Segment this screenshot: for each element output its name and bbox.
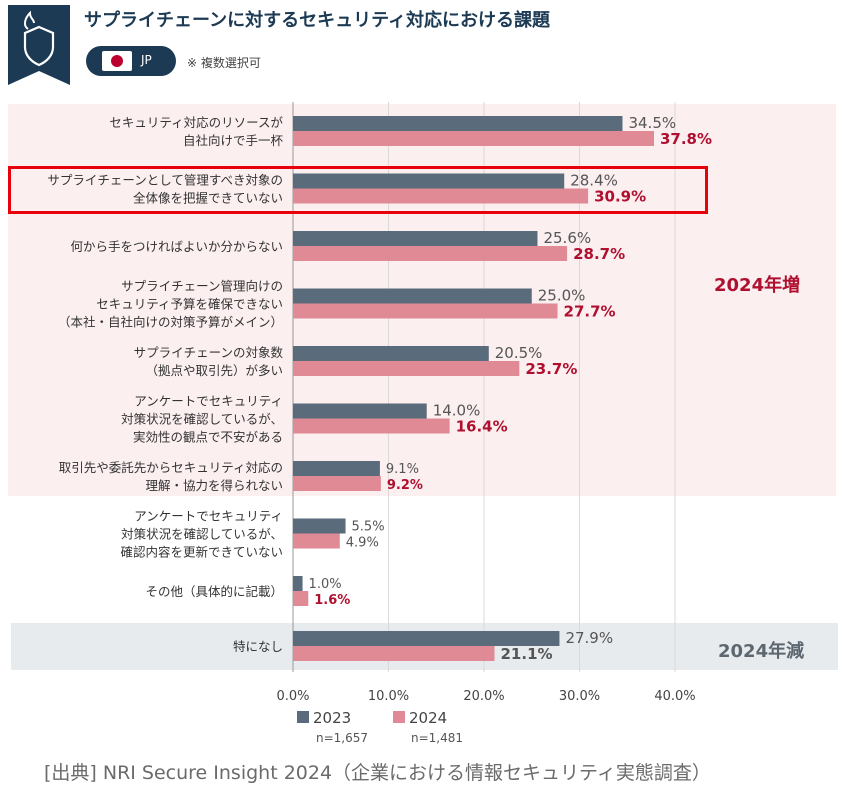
category-label: 確認内容を更新できていない bbox=[120, 545, 283, 560]
bar-2023 bbox=[293, 231, 538, 246]
bar-2024 bbox=[293, 303, 558, 319]
japan-flag-icon bbox=[102, 51, 132, 71]
category-label: 全体像を把握できていない bbox=[133, 191, 283, 206]
bar-2023 bbox=[293, 173, 565, 189]
category-label: （本社・自社向けの対策予算がメイン） bbox=[58, 315, 283, 330]
legend-item-2023: 2023 bbox=[297, 709, 351, 727]
category-label: 対策状況を確認しているが、 bbox=[121, 527, 283, 542]
data-label-2024: 37.8% bbox=[660, 130, 712, 148]
bar-2024 bbox=[293, 361, 520, 376]
x-tick-label: 10.0% bbox=[368, 689, 409, 704]
bar-2023 bbox=[293, 461, 380, 476]
category-label: サプライチェーン管理向けの bbox=[121, 279, 283, 294]
country-code: JP bbox=[141, 53, 152, 67]
bar-2023 bbox=[293, 116, 623, 131]
data-label-2024: 28.7% bbox=[573, 245, 625, 263]
x-tick-label: 20.0% bbox=[463, 689, 504, 704]
source-note: [出典] NRI Secure Insight 2024（企業における情報セキュ… bbox=[44, 762, 711, 784]
legend-label: 2023 bbox=[313, 709, 352, 727]
legend-n-2024: n=1,481 bbox=[411, 731, 464, 745]
data-label-2023: 1.0% bbox=[309, 577, 342, 592]
data-label-2023: 14.0% bbox=[433, 402, 481, 420]
x-tick-label: 0.0% bbox=[276, 689, 309, 704]
multiple-choice-note: ※ 複数選択可 bbox=[187, 56, 261, 70]
category-label: セキュリティ対応のリソースが bbox=[109, 115, 283, 130]
data-label-2023: 5.5% bbox=[352, 520, 385, 535]
category-label: 取引先や委託先からセキュリティ対応の bbox=[59, 460, 283, 475]
data-label-2024: 23.7% bbox=[525, 360, 577, 378]
category-label: サプライチェーンとして管理すべき対象の bbox=[47, 173, 283, 188]
category-label: 対策状況を確認しているが、 bbox=[121, 412, 283, 427]
bar-2024 bbox=[293, 646, 495, 661]
category-label: アンケートでセキュリティ bbox=[134, 509, 283, 524]
data-label-2023: 25.0% bbox=[538, 287, 586, 305]
x-tick-label: 30.0% bbox=[559, 689, 600, 704]
data-label-2024: 21.1% bbox=[501, 645, 553, 663]
legend-label: 2024 bbox=[409, 709, 448, 727]
bar-2024 bbox=[293, 418, 450, 434]
data-label-2023: 20.5% bbox=[495, 344, 543, 362]
bar-2023 bbox=[293, 288, 532, 304]
category-label: 理解・協力を得られない bbox=[145, 478, 283, 493]
category-label: アンケートでセキュリティ bbox=[134, 394, 283, 409]
x-tick-label: 40.0% bbox=[654, 689, 695, 704]
bar-2024 bbox=[293, 188, 589, 204]
legend-n-2023: n=1,657 bbox=[316, 731, 369, 745]
highlight-box bbox=[8, 166, 708, 214]
data-label-2024: 16.4% bbox=[456, 418, 508, 436]
data-label-2023: 28.4% bbox=[570, 172, 618, 190]
bar-2023 bbox=[293, 346, 489, 361]
bar-2023 bbox=[293, 576, 303, 591]
shield-flame-icon bbox=[8, 5, 70, 85]
category-label: 特になし bbox=[233, 639, 283, 654]
category-label: （拠点や取引先）が多い bbox=[145, 363, 283, 378]
bar-2023 bbox=[293, 631, 560, 646]
category-label: 自社向けで手一杯 bbox=[183, 133, 284, 148]
category-label: 実効性の観点で不安がある bbox=[133, 430, 283, 445]
category-label: その他（具体的に記載） bbox=[145, 584, 283, 599]
data-label-2024: 30.9% bbox=[594, 188, 646, 206]
chart-title: サプライチェーンに対するセキュリティ対応における課題 bbox=[84, 10, 551, 31]
data-label-2024: 27.7% bbox=[564, 303, 616, 321]
legend-swatch bbox=[297, 711, 309, 723]
bar-2024 bbox=[293, 131, 654, 146]
data-label-2024: 1.6% bbox=[314, 593, 350, 608]
data-label-2023: 9.1% bbox=[386, 462, 419, 477]
legend-item-2024: 2024 bbox=[393, 709, 447, 727]
data-label-2024: 9.2% bbox=[387, 478, 423, 493]
data-label-2023: 25.6% bbox=[543, 229, 591, 247]
category-label: サプライチェーンの対象数 bbox=[134, 345, 284, 360]
bar-2024 bbox=[293, 591, 309, 606]
data-label-2023: 34.5% bbox=[628, 114, 676, 132]
category-label: セキュリティ予算を確保できない bbox=[96, 297, 283, 312]
bar-2024 bbox=[293, 533, 340, 549]
bar-2024 bbox=[293, 246, 568, 261]
data-label-2023: 27.9% bbox=[565, 629, 613, 647]
bar-2024 bbox=[293, 476, 381, 491]
legend-swatch bbox=[393, 711, 405, 723]
bar-2023 bbox=[293, 518, 346, 534]
country-pill: JP bbox=[86, 46, 176, 76]
increase-tag: 2024年増 bbox=[714, 275, 801, 296]
data-label-2024: 4.9% bbox=[346, 536, 379, 551]
decrease-tag: 2024年減 bbox=[718, 641, 805, 662]
bar-2023 bbox=[293, 403, 427, 419]
category-label: 何から手をつければよいか分からない bbox=[70, 239, 283, 254]
